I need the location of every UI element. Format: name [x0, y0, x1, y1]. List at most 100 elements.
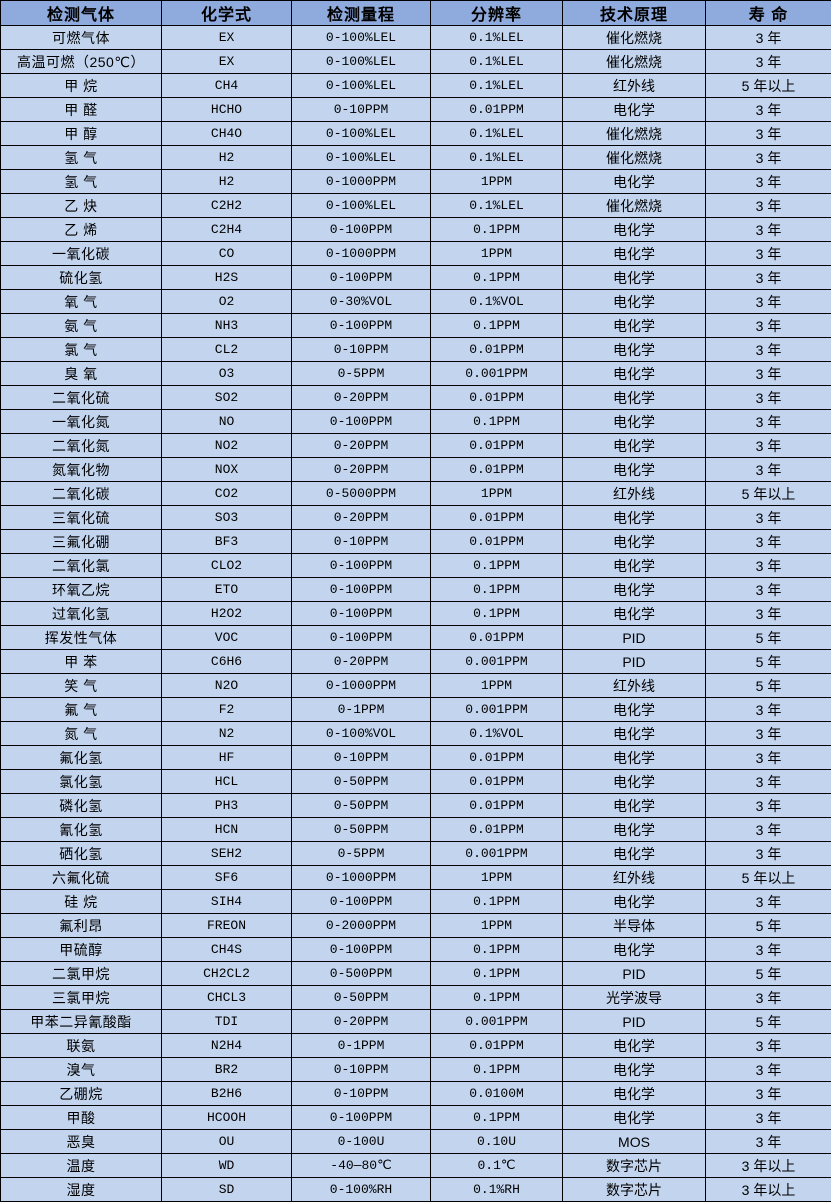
cell-resolution: 0.1%RH — [431, 1178, 563, 1202]
cell-gas: 联氨 — [1, 1034, 162, 1058]
cell-life: 3 年 — [706, 1058, 831, 1082]
cell-resolution: 0.1%LEL — [431, 194, 563, 218]
cell-resolution: 0.1%VOL — [431, 290, 563, 314]
cell-resolution: 1PPM — [431, 914, 563, 938]
cell-range: 0-50PPM — [292, 770, 431, 794]
cell-life: 3 年 — [706, 794, 831, 818]
cell-formula: BF3 — [162, 530, 292, 554]
cell-range: 0-50PPM — [292, 818, 431, 842]
cell-gas: 氯 气 — [1, 338, 162, 362]
cell-life: 5 年以上 — [706, 482, 831, 506]
cell-formula: HF — [162, 746, 292, 770]
cell-range: 0-100PPM — [292, 1106, 431, 1130]
cell-formula: SO3 — [162, 506, 292, 530]
cell-range: 0-10PPM — [292, 530, 431, 554]
cell-gas: 三氧化硫 — [1, 506, 162, 530]
cell-formula: PH3 — [162, 794, 292, 818]
cell-gas: 甲 苯 — [1, 650, 162, 674]
cell-formula: CLO2 — [162, 554, 292, 578]
cell-formula: VOC — [162, 626, 292, 650]
cell-gas: 氨 气 — [1, 314, 162, 338]
cell-gas: 乙 炔 — [1, 194, 162, 218]
cell-life: 3 年 — [706, 290, 831, 314]
cell-range: 0-100%RH — [292, 1178, 431, 1202]
cell-resolution: 0.01PPM — [431, 818, 563, 842]
cell-range: -40—80℃ — [292, 1154, 431, 1178]
cell-principle: 电化学 — [563, 386, 706, 410]
cell-principle: 电化学 — [563, 218, 706, 242]
cell-formula: CO2 — [162, 482, 292, 506]
cell-formula: SF6 — [162, 866, 292, 890]
cell-formula: WD — [162, 1154, 292, 1178]
cell-formula: CL2 — [162, 338, 292, 362]
cell-principle: 电化学 — [563, 938, 706, 962]
cell-principle: 电化学 — [563, 1082, 706, 1106]
cell-range: 0-100PPM — [292, 218, 431, 242]
cell-principle: 红外线 — [563, 674, 706, 698]
cell-resolution: 0.1PPM — [431, 1106, 563, 1130]
cell-gas: 氧 气 — [1, 290, 162, 314]
cell-formula: H2S — [162, 266, 292, 290]
cell-formula: SD — [162, 1178, 292, 1202]
cell-life: 3 年 — [706, 746, 831, 770]
cell-gas: 三氯甲烷 — [1, 986, 162, 1010]
cell-range: 0-10PPM — [292, 98, 431, 122]
cell-resolution: 0.01PPM — [431, 386, 563, 410]
cell-principle: 电化学 — [563, 338, 706, 362]
cell-range: 0-100%LEL — [292, 50, 431, 74]
cell-range: 0-20PPM — [292, 1010, 431, 1034]
cell-formula: HCL — [162, 770, 292, 794]
cell-life: 5 年 — [706, 962, 831, 986]
cell-principle: 电化学 — [563, 890, 706, 914]
cell-gas: 氮 气 — [1, 722, 162, 746]
cell-life: 3 年 — [706, 938, 831, 962]
cell-life: 3 年 — [706, 770, 831, 794]
cell-formula: NO2 — [162, 434, 292, 458]
cell-formula: TDI — [162, 1010, 292, 1034]
cell-range: 0-100U — [292, 1130, 431, 1154]
cell-range: 0-100%LEL — [292, 146, 431, 170]
cell-life: 5 年 — [706, 674, 831, 698]
cell-formula: HCN — [162, 818, 292, 842]
cell-resolution: 0.1%LEL — [431, 50, 563, 74]
cell-principle: 电化学 — [563, 506, 706, 530]
cell-formula: B2H6 — [162, 1082, 292, 1106]
cell-principle: 电化学 — [563, 578, 706, 602]
cell-life: 3 年 — [706, 194, 831, 218]
cell-formula: CH4O — [162, 122, 292, 146]
cell-resolution: 0.01PPM — [431, 338, 563, 362]
column-header-resolution: 分辨率 — [431, 1, 563, 26]
cell-range: 0-100PPM — [292, 626, 431, 650]
cell-gas: 硫化氢 — [1, 266, 162, 290]
cell-principle: 催化燃烧 — [563, 26, 706, 50]
cell-range: 0-2000PPM — [292, 914, 431, 938]
cell-resolution: 0.1%LEL — [431, 74, 563, 98]
cell-principle: 电化学 — [563, 98, 706, 122]
cell-gas: 高温可燃（250℃） — [1, 50, 162, 74]
cell-life: 3 年 — [706, 698, 831, 722]
cell-range: 0-5PPM — [292, 362, 431, 386]
cell-life: 3 年 — [706, 554, 831, 578]
cell-range: 0-20PPM — [292, 650, 431, 674]
cell-principle: PID — [563, 962, 706, 986]
cell-range: 0-50PPM — [292, 794, 431, 818]
cell-formula: N2H4 — [162, 1034, 292, 1058]
cell-resolution: 0.1%VOL — [431, 722, 563, 746]
cell-principle: 电化学 — [563, 842, 706, 866]
cell-principle: 光学波导 — [563, 986, 706, 1010]
cell-gas: 乙 烯 — [1, 218, 162, 242]
cell-principle: 红外线 — [563, 866, 706, 890]
cell-range: 0-100%LEL — [292, 74, 431, 98]
